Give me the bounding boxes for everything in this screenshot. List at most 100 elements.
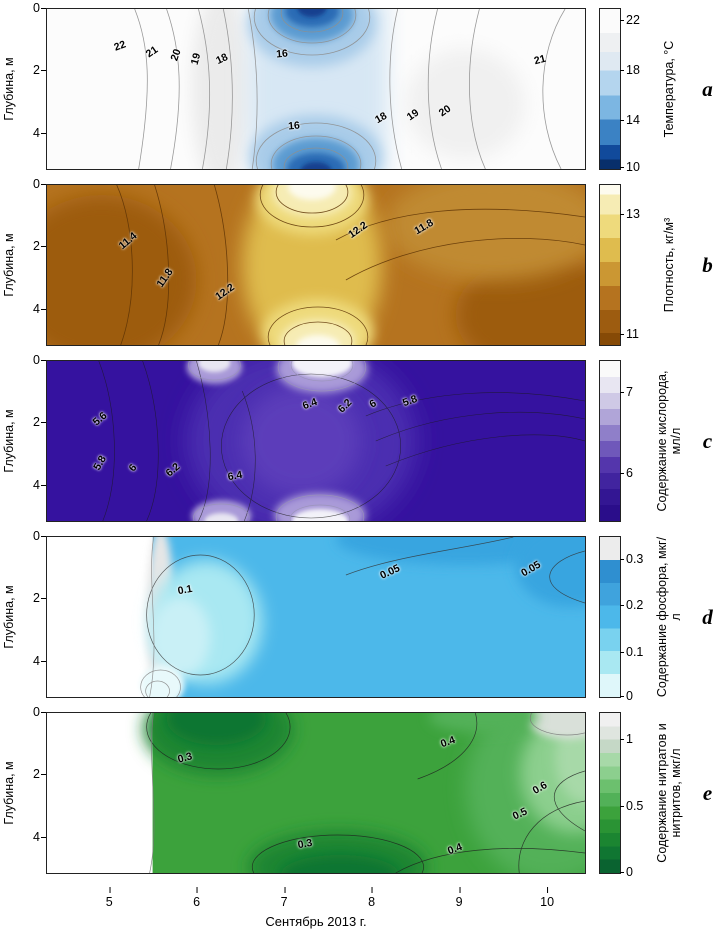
cb-tick-label: 6 [620,466,633,481]
cb-tick-label: 13 [620,206,640,221]
cb-tick-label: 0.2 [619,598,644,613]
panel-letter-box: d [687,536,728,698]
cb-tick-label: 0 [620,865,633,880]
panel-a: Глубина, м 0 2 4 [0,1,728,174]
colorbar-density: 13 11 [599,184,640,346]
panel-letter-e: e [702,780,713,805]
contour-label: 20 [168,47,184,63]
cb-tick-label: 10 [620,159,640,174]
contour-label: 6 [367,397,379,411]
colorbar-title: Содержание фосфора, мкг/л [655,536,683,698]
y-axis: 0 2 4 [18,529,46,698]
contour-label: 6.2 [335,396,355,416]
y-tick-label: 4 [33,125,46,140]
y-axis: 0 2 4 [18,353,46,522]
density-field [47,185,585,345]
panel-letter-b: b [702,252,713,277]
y-tick-label: 4 [33,477,46,492]
contour-label: 0.4 [438,733,457,750]
contour-label: 11.8 [411,216,436,237]
cb-tick-label: 18 [620,63,640,78]
contour-label: 20 [436,103,454,120]
y-tick-label: 2 [33,767,46,782]
contour-label: 11.8 [154,266,176,290]
contour-labels-layer: 5.6 5.8 6 6.2 6.4 6.4 6.2 6 5.8 [47,361,585,521]
cb-tick-label: 1 [620,732,633,747]
contour-label: 16 [275,47,289,61]
y-axis: 0 2 4 [18,177,46,346]
panel-letter-box: a [687,8,728,170]
panel-d: Глубина, м 0 2 4 [0,529,728,703]
colorbar-strip [599,8,621,170]
y-axis-label: Глубина, м [2,761,16,825]
colorbar-strip [599,360,621,522]
colorbar-strip [599,184,621,346]
contour-label: 5.8 [91,454,110,473]
contour-label: 22 [112,38,128,54]
y-axis-label: Глубина, м [2,57,16,121]
colorbar-strip [599,712,621,874]
contour-label: 0.05 [519,558,544,580]
colorbar-title-box: Содержание нитратов и нитритов, мкг/л [651,712,687,874]
contour-label: 6 [126,462,140,475]
contour-lines [116,185,585,345]
colorbar-ticks: 13 11 [620,184,651,346]
y-axis: 0 2 4 [18,705,46,874]
panel-letter-box: b [687,184,728,346]
colorbar-ticks: 1 0.5 0 [619,712,651,879]
y-axis-label-box: Глубина, м [0,536,18,698]
panel-letter-box: c [687,360,728,522]
contour-label: 21 [143,43,161,61]
cb-tick-label: 0.1 [619,644,644,659]
colorbar-title: Содержание кислорода, мл/л [655,370,683,512]
contour-label: 0.3 [296,837,314,852]
y-axis-label-box: Глубина, м [0,360,18,522]
panel-b: Глубина, м 0 2 4 [0,177,728,346]
y-axis-label-box: Глубина, м [0,8,18,170]
panel-letter-d: d [702,604,713,629]
contour-label: 19 [188,51,204,66]
colorbar-title: Температура, °C [662,40,676,138]
contour-label: 0.6 [530,779,550,798]
colorbar-title: Содержание нитратов и нитритов, мкг/л [655,723,683,863]
contour-label: 21 [532,52,547,68]
panel-letter-box: e [687,712,728,874]
colorbar-nitrate: 1 0.5 0 [599,712,643,879]
contour-lines [134,9,566,169]
phosphorus-field [47,537,585,697]
y-tick-label: 0 [33,353,46,367]
contour-label: 0.5 [511,805,530,823]
y-axis-label-box: Глубина, м [0,184,18,346]
y-tick-label: 2 [33,591,46,606]
contour-label: 18 [372,109,389,126]
y-axis-label-box: Глубина, м [0,712,18,874]
y-tick-label: 4 [33,653,46,668]
contour-label: 11.4 [116,230,140,252]
colorbar-ticks: 22 18 14 10 [620,8,651,174]
cb-tick-label: 0.5 [619,799,644,814]
contour-labels-layer: 0.1 0.05 0.05 [47,537,585,697]
y-axis-label: Глубина, м [2,233,16,297]
x-tick-label: 7 [280,887,288,909]
contour-label: 12.2 [346,219,370,241]
contour-label: 16 [288,119,301,133]
density-section-plot: 11.4 11.8 12.2 12.2 11.8 [46,184,586,346]
cb-tick-label: 14 [620,113,640,128]
y-tick-label: 4 [33,829,46,844]
y-tick-label: 0 [33,705,46,719]
contour-label: 12.2 [212,281,237,303]
x-tick-label: 5 [105,887,113,909]
y-tick-label: 2 [33,239,46,254]
contour-label: 0.05 [378,562,403,582]
contour-label: 6.4 [301,396,319,413]
contour-label: 5.8 [401,392,420,410]
temperature-field [47,9,585,169]
contour-label: 0.4 [445,840,464,858]
contour-labels-layer: 11.4 11.8 12.2 12.2 11.8 [47,185,585,345]
y-tick-label: 4 [33,301,46,316]
contour-labels-layer: 0.3 0.4 0.6 0.5 0.3 0.4 [47,713,585,873]
x-axis-title: Сентябрь 2013 г. [265,914,367,929]
